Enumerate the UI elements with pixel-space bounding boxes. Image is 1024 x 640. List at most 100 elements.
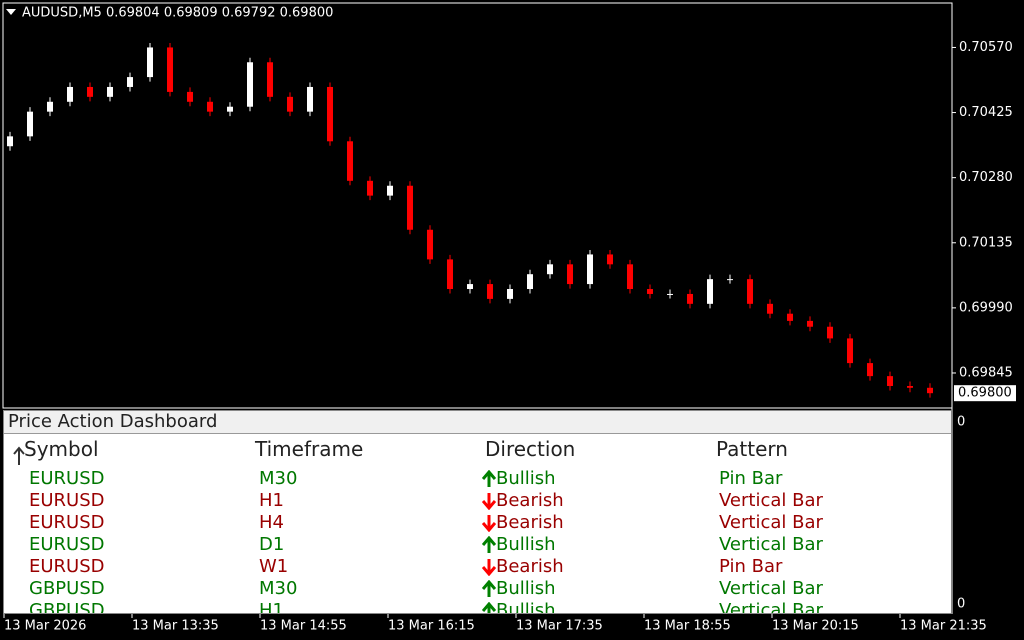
time-label: 13 Mar 18:55: [644, 619, 731, 634]
candle-body: [367, 180, 373, 196]
direction: Bullish: [496, 468, 556, 489]
symbol: EURUSD: [29, 512, 105, 533]
symbol-header: AUDUSD,M5 0.69804 0.69809 0.69792 0.6980…: [22, 6, 333, 21]
candle-body: [307, 86, 313, 112]
timeframe: H1: [259, 490, 284, 511]
candle-body: [167, 47, 173, 92]
candle-body: [467, 284, 473, 290]
time-label: 13 Mar 2026: [4, 619, 86, 634]
symbol: EURUSD: [29, 490, 105, 511]
candle-body: [447, 259, 453, 290]
time-label: 13 Mar 17:35: [516, 619, 603, 634]
timeframe: D1: [259, 534, 285, 555]
direction: Bearish: [496, 490, 564, 511]
candle-body: [187, 91, 193, 102]
chart-frame: [2, 2, 953, 409]
pattern: Vertical Bar: [719, 534, 823, 555]
dashboard-title: Price Action Dashboard: [4, 411, 951, 434]
candle-body: [687, 293, 693, 304]
candle-body: [767, 303, 773, 314]
trend-arrow: [482, 493, 496, 510]
candle-body: [587, 254, 593, 285]
candle-body: [327, 86, 333, 142]
time-label: 13 Mar 16:15: [388, 619, 475, 634]
dashboard-panel: Price Action Dashboard Symbol Timeframe Di…: [3, 410, 952, 614]
candle-body: [847, 338, 853, 364]
candle-body: [507, 289, 513, 299]
candle-body: [427, 229, 433, 260]
candle-body: [627, 264, 633, 290]
column-header: Timeframe: [255, 437, 364, 461]
direction: Bullish: [496, 534, 556, 555]
y-tick-label: 0.70280: [959, 170, 1013, 185]
trend-arrow: [482, 602, 496, 613]
sub-scale-bottom: 0: [957, 597, 965, 612]
candle-body: [67, 86, 73, 102]
direction: Bearish: [496, 556, 564, 577]
symbol: GBPUSD: [29, 600, 105, 614]
pattern: Vertical Bar: [719, 578, 823, 599]
candle-body: [647, 289, 653, 294]
direction: Bullish: [496, 600, 556, 614]
menu-arrow[interactable]: [6, 9, 16, 15]
candle-body: [87, 86, 93, 97]
time-label: 13 Mar 20:15: [772, 619, 859, 634]
pattern: Vertical Bar: [719, 512, 823, 533]
y-tick-label: 0.70135: [959, 235, 1013, 250]
candle-body: [227, 106, 233, 112]
candle-body: [267, 62, 273, 97]
trend-arrow: [482, 559, 496, 576]
candle-body: [147, 47, 153, 78]
sub-scale-top: 0: [957, 415, 965, 430]
time-label: 13 Mar 14:55: [260, 619, 347, 634]
candle-body: [527, 274, 533, 290]
candle-body: [707, 279, 713, 304]
candle-body: [827, 326, 833, 339]
candle-body: [667, 293, 673, 295]
candle-body: [887, 376, 893, 386]
candle-body: [747, 279, 753, 304]
candle-body: [727, 279, 733, 281]
candle-body: [607, 254, 613, 265]
timeframe: W1: [259, 556, 289, 577]
sort-icon[interactable]: [12, 446, 26, 466]
timeframe: M30: [259, 468, 298, 489]
symbol: EURUSD: [29, 534, 105, 555]
trend-arrow: [482, 580, 496, 597]
candle-body: [787, 313, 793, 321]
candle-body: [867, 363, 873, 377]
current-price-box: [954, 385, 1016, 402]
candle-body: [407, 185, 413, 230]
direction: Bearish: [496, 512, 564, 533]
candle-body: [807, 320, 813, 327]
candle-body: [347, 141, 353, 181]
candle-body: [207, 101, 213, 112]
y-tick-label: 0.69990: [959, 300, 1013, 315]
pattern: Pin Bar: [719, 468, 783, 489]
y-tick-label: 0.70570: [959, 40, 1013, 55]
symbol: EURUSD: [29, 468, 105, 489]
time-label: 13 Mar 21:35: [900, 619, 987, 634]
candle-body: [547, 264, 553, 275]
column-header: Direction: [485, 437, 576, 461]
y-tick-label: 0.69845: [959, 365, 1013, 380]
trend-arrow: [482, 470, 496, 487]
candle-body: [387, 185, 393, 196]
trend-arrow: [482, 515, 496, 532]
symbol: GBPUSD: [29, 578, 105, 599]
column-header: Pattern: [716, 437, 788, 461]
candle-body: [127, 77, 133, 87]
column-header: Symbol: [24, 437, 99, 461]
pattern: Pin Bar: [719, 556, 783, 577]
candle-body: [47, 101, 53, 112]
candle-body: [927, 387, 933, 394]
trend-arrow: [482, 536, 496, 553]
pattern: Vertical Bar: [719, 490, 823, 511]
timeframe: H1: [259, 600, 284, 614]
candle-body: [567, 264, 573, 285]
candle-body: [907, 385, 913, 388]
candle-body: [287, 96, 293, 112]
candle-body: [107, 86, 113, 97]
